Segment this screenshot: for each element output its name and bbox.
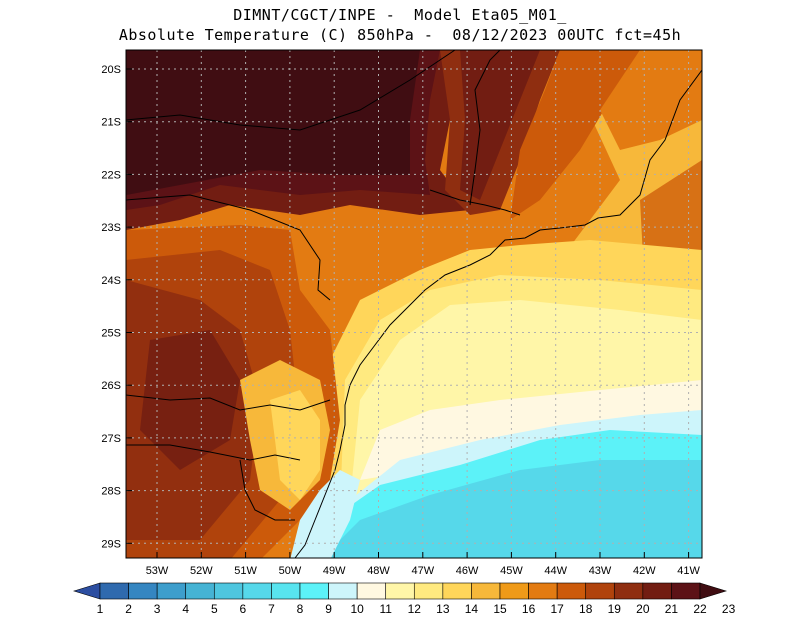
colorbar-label-23: 23 (722, 602, 736, 616)
colorbar-label-4: 4 (182, 602, 189, 616)
colorbar-label-12: 12 (408, 602, 422, 616)
colorbar-label-9: 9 (325, 602, 332, 616)
colorbar-label-6: 6 (240, 602, 247, 616)
colorbar-label-15: 15 (493, 602, 507, 616)
lat-label-23S: 23S (101, 222, 121, 234)
colorbar-label-14: 14 (465, 602, 479, 616)
lat-label-22S: 22S (101, 169, 121, 181)
lon-label-41W: 41W (677, 565, 700, 577)
lon-label-48W: 48W (367, 565, 390, 577)
temperature-field (126, 50, 702, 558)
colorbar-box (385, 582, 415, 600)
lat-label-24S: 24S (101, 275, 121, 287)
colorbar-label-16: 16 (522, 602, 536, 616)
colorbar-box (413, 582, 444, 600)
colorbar-label-20: 20 (636, 602, 650, 616)
lat-label-27S: 27S (101, 433, 121, 445)
chart-title-line2: Absolute Temperature (C) 850hPa - 08/12/… (118, 26, 682, 44)
colorbar-overflow-triangle (699, 582, 728, 600)
lon-label-44W: 44W (544, 565, 567, 577)
lat-label-26S: 26S (101, 380, 121, 392)
colorbar-box (299, 582, 329, 600)
colorbar-label-7: 7 (268, 602, 275, 616)
lon-label-43W: 43W (589, 565, 612, 577)
lon-label-53W: 53W (146, 565, 169, 577)
colorbar-box (99, 582, 129, 600)
lon-label-47W: 47W (411, 565, 434, 577)
lat-label-20S: 20S (101, 64, 121, 76)
colorbar-box (213, 582, 244, 600)
colorbar-label-10: 10 (350, 602, 364, 616)
coastline-borders (126, 50, 702, 558)
colorbar-box (185, 582, 215, 600)
lon-label-50W: 50W (279, 565, 302, 577)
colorbar-box (328, 582, 358, 600)
longitude-labels: 53W 52W 51W 50W 49W 48W 47W 46W 45W 44W 43W 42W 41W (146, 552, 701, 577)
lon-label-49W: 49W (323, 565, 346, 577)
colorbar-box (356, 582, 387, 600)
colorbar-box (642, 582, 672, 600)
colorbar-label-22: 22 (693, 602, 707, 616)
colorbar-box (528, 582, 558, 600)
colorbar-label-13: 13 (436, 602, 450, 616)
colorbar-label-1: 1 (97, 602, 104, 616)
colorbar-label-8: 8 (297, 602, 304, 616)
lon-label-51W: 51W (234, 565, 257, 577)
colorbar-box (556, 582, 587, 600)
map-frame (125, 49, 703, 559)
latitude-labels: 20S 21S 22S 23S 24S 25S 26S 27S 28S 29S (101, 64, 132, 550)
colorbar-box (156, 582, 187, 600)
lon-label-52W: 52W (190, 565, 213, 577)
colorbar-box (128, 582, 158, 600)
graticule (126, 50, 702, 558)
lon-label-45W: 45W (500, 565, 523, 577)
lon-label-46W: 46W (456, 565, 479, 577)
colorbar-box (671, 582, 701, 600)
colorbar: 1 2 3 4 5 6 7 8 9 10 11 12 13 14 15 16 17 18 19 20 21 22 23 (72, 582, 736, 616)
chart-title-line1: DIMNT/CGCT/INPE - Model Eta05_M01_ (233, 6, 567, 24)
colorbar-label-21: 21 (665, 602, 679, 616)
colorbar-box (271, 582, 301, 600)
colorbar-box (242, 582, 272, 600)
lat-label-25S: 25S (101, 328, 121, 340)
colorbar-box (613, 582, 644, 600)
colorbar-box (585, 582, 615, 600)
colorbar-label-2: 2 (125, 602, 132, 616)
colorbar-label-17: 17 (550, 602, 564, 616)
colorbar-underflow-triangle (72, 582, 101, 600)
lon-label-42W: 42W (633, 565, 656, 577)
lat-label-29S: 29S (101, 538, 121, 550)
colorbar-box (471, 582, 501, 600)
lat-label-21S: 21S (101, 117, 121, 129)
colorbar-box (442, 582, 472, 600)
colorbar-box (499, 582, 529, 600)
colorbar-label-18: 18 (579, 602, 593, 616)
lat-label-28S: 28S (101, 486, 121, 498)
colorbar-label-3: 3 (154, 602, 161, 616)
colorbar-label-19: 19 (608, 602, 622, 616)
colorbar-label-5: 5 (211, 602, 218, 616)
colorbar-label-11: 11 (379, 602, 392, 616)
